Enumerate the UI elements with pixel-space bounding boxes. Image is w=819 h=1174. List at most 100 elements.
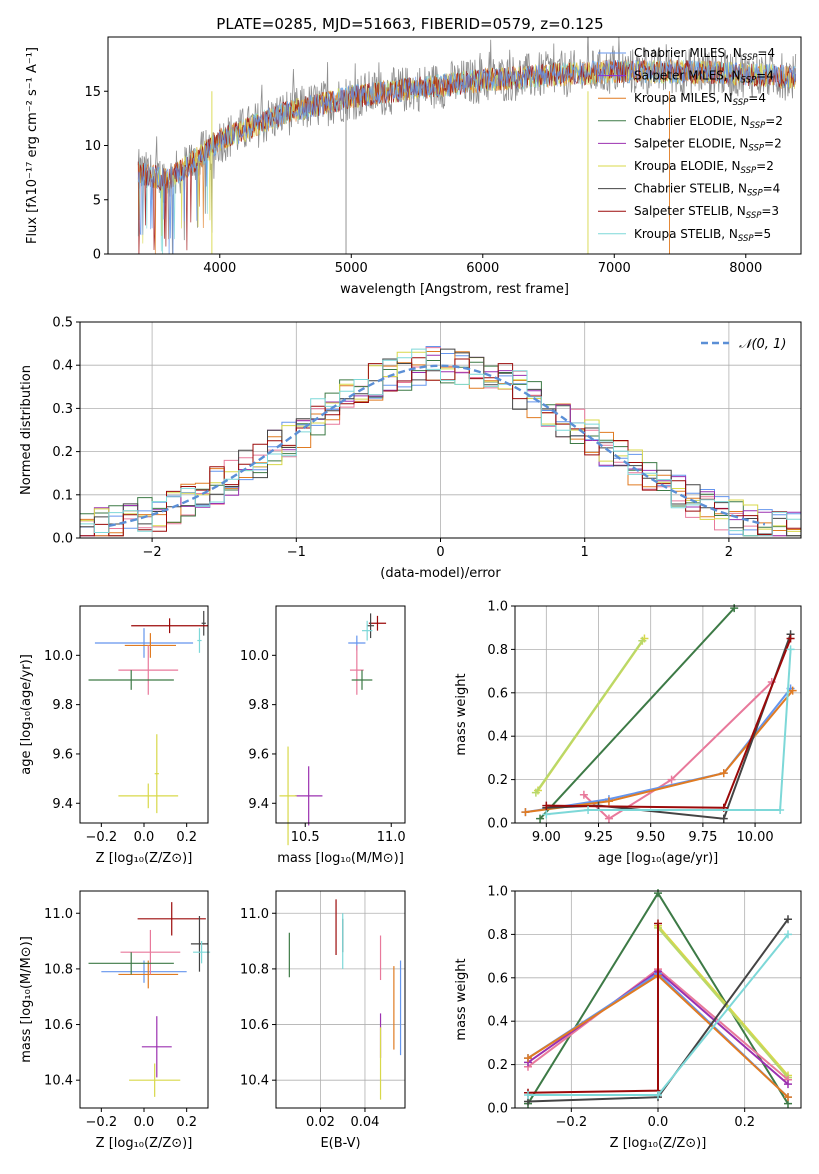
plus-marker — [604, 814, 613, 823]
plus-marker — [524, 1054, 532, 1063]
x-tick-label: 0 — [436, 545, 444, 560]
x-tick-label: 9.00 — [532, 830, 561, 845]
y-tick-label: 0.3 — [52, 402, 73, 417]
x-axis-label: mass [log₁₀(M/M⊙)] — [277, 851, 404, 866]
x-tick-label: −1 — [287, 545, 306, 560]
legend-label: Salpeter ELODIE, NSSP=2 — [634, 136, 782, 153]
plus-marker — [786, 645, 795, 654]
plus-marker — [542, 801, 551, 810]
y-tick-label: 10.6 — [44, 1018, 73, 1033]
y-tick-label: 11.0 — [44, 907, 73, 922]
x-tick-label: −0.2 — [86, 1115, 118, 1130]
y-tick-label: 0.2 — [52, 445, 73, 460]
plus-marker — [788, 686, 797, 695]
y-tick-label: 10.4 — [240, 1074, 269, 1089]
plus-marker — [584, 805, 593, 814]
x-tick-label: 9.75 — [688, 830, 717, 845]
mass-weight-series — [546, 649, 792, 816]
y-tick-label: 0 — [93, 248, 101, 263]
y-tick-label: 1.0 — [487, 885, 508, 900]
mass-weight-series — [657, 925, 789, 1077]
plot-frame — [275, 605, 406, 824]
age-vs-Z-panel: −0.2 0.0 0.2 9.4 9.6 9.8 10.0 Z [log₁₀(Z/Z⊙)] ag… — [19, 605, 209, 866]
x-tick-label: 0.0 — [134, 1115, 155, 1130]
y-tick-label: 9.8 — [248, 698, 269, 713]
plot-frame — [79, 605, 209, 824]
x-tick-label: 9.50 — [636, 830, 665, 845]
plus-marker — [786, 634, 795, 643]
y-tick-label: 10.8 — [44, 962, 73, 977]
spectrum-lines — [137, 37, 797, 254]
y-tick-label: 10.8 — [240, 962, 269, 977]
x-axis-label: Z [log₁₀(Z/Z⊙)] — [610, 1136, 707, 1151]
legend-label: Kroupa MILES, NSSP=4 — [634, 91, 766, 108]
legend-label: Kroupa STELIB, NSSP=5 — [634, 227, 771, 244]
plus-marker — [667, 775, 676, 784]
y-axis-label: mass [log₁₀(M/M⊙)] — [19, 936, 34, 1063]
plus-marker — [784, 930, 792, 939]
plot-frame — [514, 605, 802, 824]
x-tick-label: 8000 — [729, 261, 762, 276]
x-tick-label: 4000 — [203, 261, 236, 276]
y-tick-label: 10 — [84, 139, 101, 154]
x-tick-label: −0.2 — [86, 830, 118, 845]
x-axis-label: age [log₁₀(age/yr)] — [598, 851, 719, 866]
x-tick-label: 0.2 — [734, 1115, 755, 1130]
x-tick-label: 0.0 — [134, 830, 155, 845]
y-tick-label: 0.2 — [487, 1058, 508, 1073]
histogram-series — [80, 347, 801, 537]
y-tick-label: 0.6 — [487, 686, 508, 701]
x-tick-label: 0.2 — [176, 1115, 197, 1130]
legend-label: Salpeter STELIB, NSSP=3 — [634, 204, 779, 221]
y-tick-label: 9.8 — [52, 698, 73, 713]
plus-marker — [784, 1093, 792, 1102]
histogram-panel: −2 −1 0 1 2 0.0 0.1 0.2 0.3 0.4 0.5 (data-model)/er… — [19, 316, 802, 581]
mass-vs-EBV-panel: 0.02 0.04 10.4 10.6 10.8 11.0 E(B-V) — [240, 890, 406, 1151]
y-tick-label: 1.0 — [487, 600, 508, 615]
y-tick-label: 9.6 — [52, 747, 73, 762]
legend-label: Chabrier MILES, NSSP=4 — [634, 46, 775, 63]
y-tick-label: 0.4 — [487, 1015, 508, 1030]
legend-label: 𝒩(0, 1) — [739, 337, 786, 352]
legend-label: Chabrier ELODIE, NSSP=2 — [634, 114, 783, 131]
y-tick-label: 9.6 — [248, 747, 269, 762]
y-axis-label: mass weight — [454, 958, 469, 1040]
y-tick-label: 10.6 — [240, 1018, 269, 1033]
y-tick-label: 0.0 — [52, 532, 73, 547]
y-tick-label: 0.5 — [52, 316, 73, 331]
mass-weight-series — [535, 640, 644, 794]
histogram-series — [80, 348, 801, 537]
x-axis-label: (data-model)/error — [380, 566, 501, 581]
plus-marker — [521, 808, 530, 817]
y-axis-label: Normed distribution — [19, 365, 34, 495]
x-axis-label: Z [log₁₀(Z/Z⊙)] — [96, 1136, 193, 1151]
mass-weight-series — [539, 607, 735, 820]
y-tick-label: 11.0 — [240, 907, 269, 922]
y-tick-label: 0.0 — [487, 817, 508, 832]
x-axis-label: Z [log₁₀(Z/Z⊙)] — [96, 851, 193, 866]
y-tick-label: 0.4 — [52, 359, 73, 374]
x-tick-label: 0.0 — [648, 1115, 669, 1130]
y-tick-label: 10.4 — [44, 1074, 73, 1089]
mass-weight-vs-Z-panel: −0.2 0.0 0.2 0.0 0.2 0.4 0.6 0.8 1.0 Z [log₁₀(Z/Z… — [454, 885, 802, 1151]
age-vs-mass-panel: 10.5 11.0 9.4 9.6 9.8 10.0 mass [log₁₀(M/M⊙)] — [240, 605, 406, 866]
plus-marker — [638, 636, 647, 645]
x-tick-label: 11.0 — [377, 830, 406, 845]
x-tick-label: 7000 — [598, 261, 631, 276]
x-axis-label: E(B-V) — [320, 1136, 360, 1151]
mass-weight-series — [527, 923, 659, 1094]
figure-title: PLATE=0285, MJD=51663, FIBERID=0579, z=0… — [216, 15, 603, 33]
plus-marker — [604, 797, 613, 806]
mass-vs-Z-panel: −0.2 0.0 0.2 10.4 10.6 10.8 11.0 Z [log₁₀(Z/Z⊙)… — [19, 890, 211, 1151]
mass-weight-vs-age-panel: 9.00 9.25 9.50 9.75 10.00 0.0 0.2 0.4 0.6 0.8 1.0 a… — [454, 600, 802, 866]
histogram-series — [80, 348, 801, 537]
y-tick-label: 9.4 — [248, 797, 269, 812]
plus-marker — [524, 1090, 532, 1099]
spectrum-series — [137, 59, 797, 254]
x-tick-label: 1 — [581, 545, 589, 560]
x-tick-label: 10.5 — [291, 830, 320, 845]
legend-label: Chabrier STELIB, NSSP=4 — [634, 182, 780, 199]
plus-marker — [784, 915, 792, 924]
x-tick-label: 0.02 — [306, 1115, 335, 1130]
